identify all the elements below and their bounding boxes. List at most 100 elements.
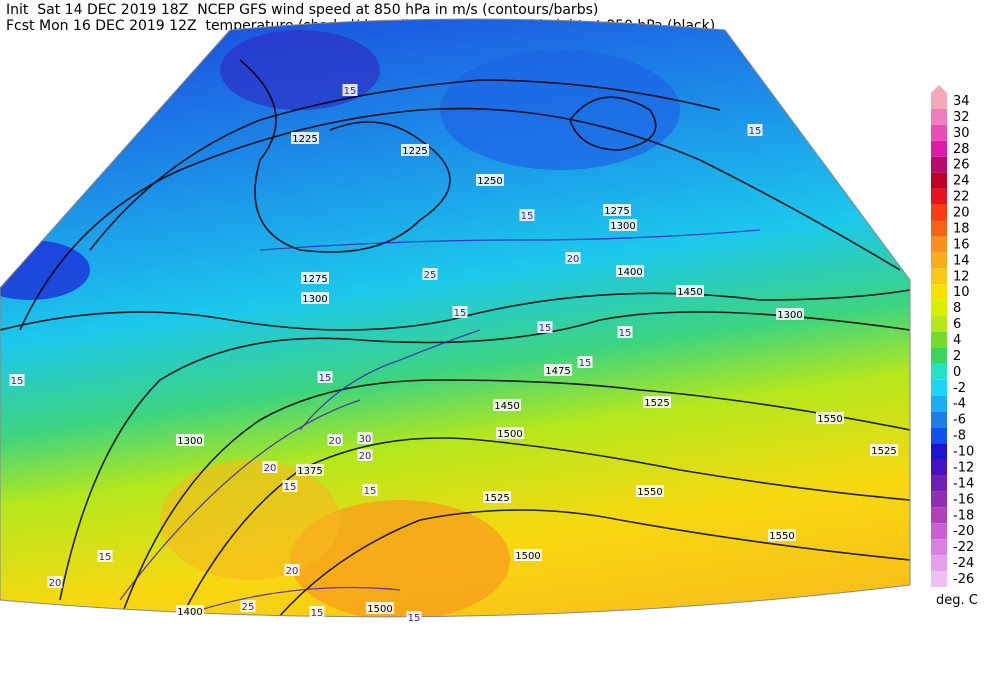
color-legend: 3432302826242220181614121086420-2-4-6-8-… [931,85,974,587]
legend-swatch [931,204,947,221]
legend-swatch [931,300,947,317]
contour-label: 15 [11,376,24,387]
header-line: Init Sat 14 DEC 2019 18Z NCEP GFS wind s… [6,2,598,18]
contour-label: 15 [319,373,332,384]
contour-label: 25 [424,270,437,281]
contour-label: 1300 [777,310,802,321]
legend-label: 12 [953,269,970,284]
label-box [240,600,256,612]
legend-label: 16 [953,237,970,252]
legend-label: 28 [953,142,970,157]
label-box [262,461,278,473]
label-box [291,132,319,144]
label-box [617,326,633,338]
label-box [493,399,521,411]
label-box [643,396,671,408]
label-box [476,174,504,186]
contour-label: 20 [264,463,277,474]
legend-swatch [931,156,947,173]
legend-label: -26 [953,572,974,587]
label-box [603,204,631,216]
contour-label: 15 [284,482,297,493]
contour-label: 20 [567,254,580,265]
legend-label: 24 [953,174,970,189]
label-box [747,124,763,136]
contour-label: 1500 [515,551,540,562]
contour-label: 1300 [610,221,635,232]
label-box [9,374,25,386]
contour-label: 1275 [302,274,327,285]
legend-label: 6 [953,317,961,332]
label-box [362,484,378,496]
contour-label: 20 [329,436,342,447]
legend-swatch [931,108,947,125]
contour-labels: 1225 1225 1250 1275 1300 1275 1300 1450 1300 1400… [9,84,898,624]
label-box [366,602,394,614]
map-area [0,19,910,617]
contour-label: 1525 [484,493,509,504]
label-box [406,611,422,623]
label-box [296,464,324,476]
label-box [577,356,593,368]
contour-label: 20 [49,578,62,589]
contour-label: 15 [344,86,357,97]
label-box [496,427,524,439]
legend-swatch [931,459,947,476]
legend-label: 2 [953,349,961,364]
legend-label: 14 [953,253,970,268]
legend-swatch [931,284,947,301]
legend-label: 32 [953,110,970,125]
legend-swatch [931,220,947,237]
contour-label: 15 [579,358,592,369]
contour-label: 15 [749,126,762,137]
legend-swatch [931,507,947,524]
label-box [514,549,542,561]
contour-label: 20 [286,566,299,577]
contour-label: 1225 [402,146,427,157]
legend-label: 34 [953,94,970,109]
legend-label: 30 [953,126,970,141]
contour-label: 15 [454,308,467,319]
legend-label: 8 [953,301,961,316]
legend-unit: deg. C [936,593,978,608]
legend-arrow [931,85,947,93]
label-box [768,529,796,541]
label-box [870,444,898,456]
label-box [176,605,204,617]
legend-label: -18 [953,508,974,523]
label-box [537,321,553,333]
contour-label: 1450 [677,287,702,298]
label-box [609,219,637,231]
legend-label: 22 [953,190,970,205]
label-box [676,285,704,297]
label-box [301,292,329,304]
contour-label: 1300 [302,294,327,305]
legend-swatch [931,379,947,396]
legend-label: -16 [953,492,974,507]
label-box [284,564,300,576]
contour-label: 15 [364,486,377,497]
legend-label: 0 [953,365,961,380]
contour-label: 15 [311,608,324,619]
label-box [317,371,333,383]
label-box [357,449,373,461]
legend-swatch [931,93,947,109]
label-box [816,412,844,424]
legend-swatch [931,539,947,556]
contour-label: 1375 [297,466,322,477]
legend-swatch [931,268,947,285]
label-box [565,252,581,264]
contour-label: 1550 [637,487,662,498]
legend-swatch [931,316,947,333]
label-box [47,576,63,588]
contour-label: 1300 [177,436,202,447]
contour-label: 30 [359,434,372,445]
contour-label: 1500 [497,429,522,440]
legend-swatch [931,332,947,348]
label-box [544,364,572,376]
label-box [483,491,511,503]
legend-label: -24 [953,556,974,571]
legend-swatch [931,236,947,253]
contour-label: 1550 [817,414,842,425]
